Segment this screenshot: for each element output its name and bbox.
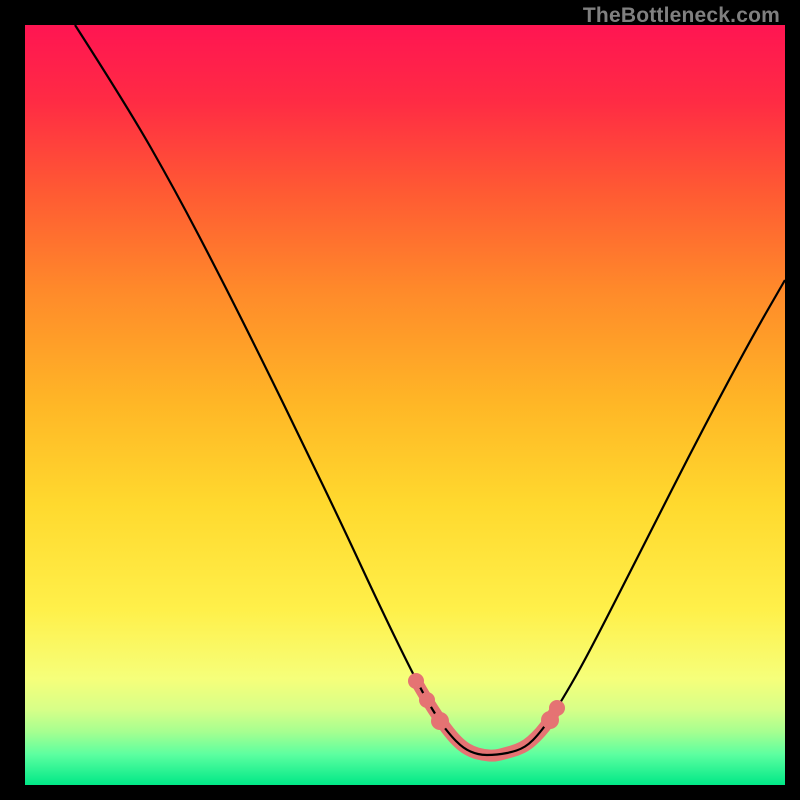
bottleneck-curve — [75, 25, 785, 755]
chart-canvas: TheBottleneck.com — [0, 0, 800, 800]
frame-border-bottom — [0, 785, 800, 800]
frame-border-left — [0, 0, 25, 800]
salmon-end-dot — [431, 712, 449, 730]
frame-border-right — [785, 0, 800, 800]
salmon-end-dot — [419, 692, 435, 708]
salmon-end-dot — [408, 673, 424, 689]
salmon-end-dot — [549, 700, 565, 716]
curve-layer — [0, 0, 800, 800]
watermark-text: TheBottleneck.com — [583, 4, 780, 28]
